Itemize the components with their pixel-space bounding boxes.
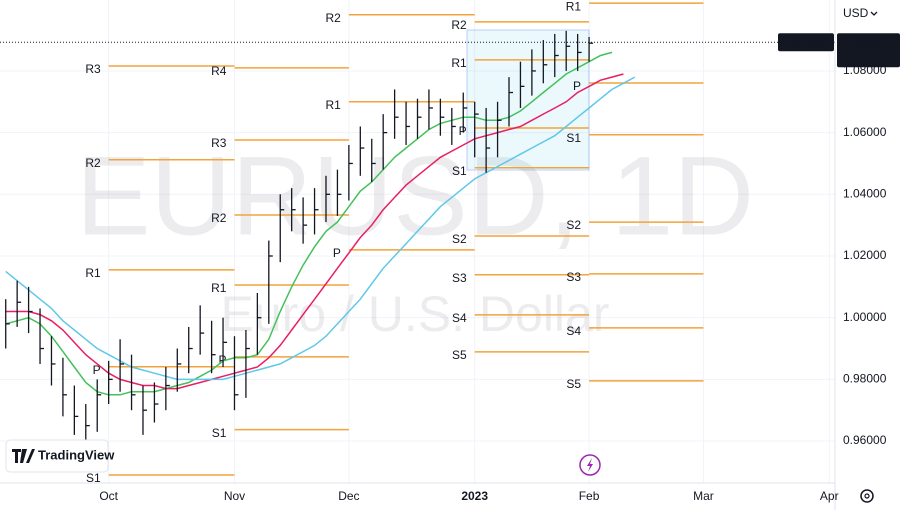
y-tick-label: 1.04000 [843,186,887,200]
moving-average-line [5,51,613,396]
pivot-label: R1 [326,98,342,112]
pivot-label: S5 [452,348,467,362]
x-tick-label: Mar [693,489,714,503]
pivot-label: S1 [212,426,227,440]
currency-label[interactable]: USD [843,6,869,20]
countdown-label: 10:00:32 [843,49,890,63]
y-tick-label: 1.08000 [843,63,887,77]
y-tick-label: 0.98000 [843,372,887,386]
logo-text: TradingView [38,447,115,462]
pivot-label: R1 [451,56,467,70]
alert-button[interactable] [579,454,601,476]
pivot-label: S1 [566,131,581,145]
alert-icon[interactable] [587,458,593,472]
moving-average-line [5,76,636,381]
symbol-tag-label: EURUSD [781,34,832,48]
chevron-icon[interactable] [870,11,878,16]
pivot-label: S1 [452,164,467,178]
settings-icon[interactable] [860,489,874,503]
pivot-label: S4 [566,324,581,338]
pivot-label: S3 [566,270,581,284]
y-tick-label: 1.06000 [843,125,887,139]
pivot-label: R3 [211,136,227,150]
grid-layer [0,0,835,483]
logo: TradingView [5,439,115,473]
pivot-label: R1 [211,281,227,295]
pivot-label: R1 [566,0,582,13]
pivot-label: R2 [211,211,227,225]
x-tick-label: Apr [820,489,839,503]
pivot-label: P [93,363,101,377]
pivot-label: R4 [211,64,227,78]
x-tick-label: 2023 [461,489,488,503]
pivot-label: S5 [566,377,581,391]
y-tick-label: 1.02000 [843,248,887,262]
pivot-label: S1 [86,471,101,485]
pivot-label: S2 [566,218,581,232]
logo-icon [12,449,35,463]
pivot-label: R2 [85,156,101,170]
pivot-label: S2 [452,232,467,246]
settings-icon-center[interactable] [864,493,870,499]
volume-profile-box [466,29,590,171]
price-tag [837,33,900,68]
y-tick-label: 1.00000 [843,310,887,324]
logo-box [5,439,109,473]
x-tick-label: Feb [579,489,600,503]
currency-button[interactable]: USD [843,6,878,20]
pivot-label: S4 [452,311,467,325]
pivot-label: R2 [451,18,467,32]
pivot-label: R1 [85,266,101,280]
price-tag-label: 1.08931 [843,34,887,48]
pivot-label: R2 [326,11,342,25]
x-tick-label: Nov [224,489,245,503]
plot-layer: R3R2R1PS1R4R3R2R1PS1R2R1PR2R1PS1S2S3S4S5… [0,0,835,485]
y-tick-label: 0.96000 [843,433,887,447]
pivot-label: P [573,79,581,93]
x-tick-label: Oct [99,489,118,503]
pivot-label: R3 [85,62,101,76]
watermark-title: EURUSD, 1D [76,134,754,259]
settings-button[interactable] [860,489,874,503]
x-tick-label: Dec [338,489,359,503]
pivot-label: S3 [452,271,467,285]
pivot-label: P [333,246,341,260]
symbol-tag [778,33,834,52]
